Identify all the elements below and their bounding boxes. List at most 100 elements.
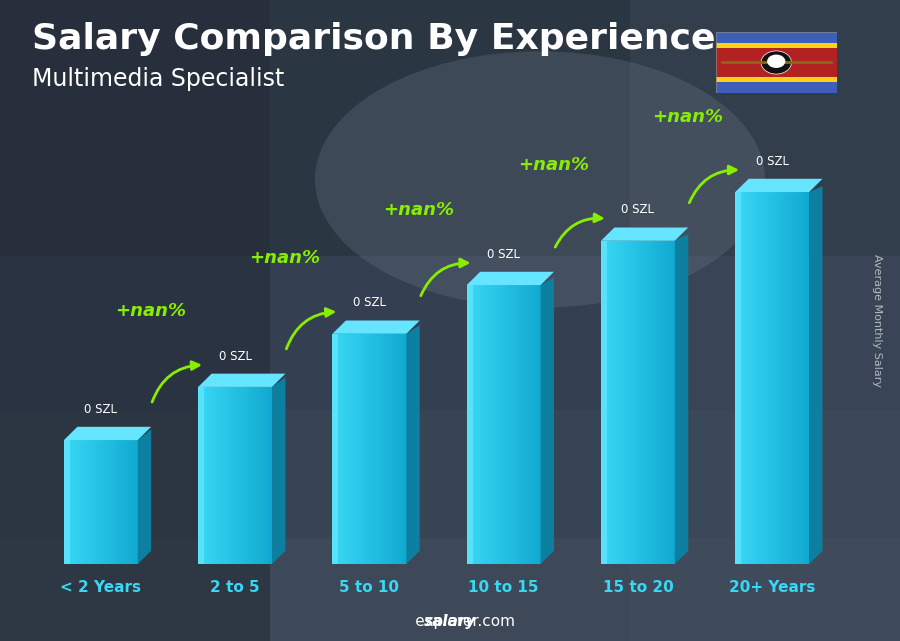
Bar — [113, 440, 116, 564]
Bar — [0, 474, 900, 487]
Bar — [242, 387, 245, 564]
Bar — [755, 192, 758, 564]
Text: +nan%: +nan% — [115, 303, 186, 320]
Bar — [0, 359, 900, 372]
Bar — [78, 440, 81, 564]
Bar — [0, 13, 900, 26]
Bar — [619, 241, 622, 564]
Bar — [492, 285, 495, 564]
Bar — [104, 440, 107, 564]
Bar — [134, 440, 136, 564]
Bar — [132, 440, 134, 564]
Bar — [537, 285, 539, 564]
Bar — [402, 334, 405, 564]
Bar — [645, 241, 647, 564]
Bar — [198, 387, 204, 564]
Bar — [623, 241, 626, 564]
Bar — [344, 334, 346, 564]
Bar — [215, 387, 217, 564]
Ellipse shape — [767, 54, 786, 68]
Bar — [390, 334, 392, 564]
Bar — [88, 440, 90, 564]
Bar — [103, 440, 104, 564]
Bar — [270, 387, 273, 564]
Bar — [237, 387, 239, 564]
Bar — [118, 440, 120, 564]
Bar — [629, 241, 631, 564]
Text: 0 SZL: 0 SZL — [85, 403, 117, 416]
Polygon shape — [541, 278, 554, 564]
Bar — [0, 167, 900, 179]
Text: 0 SZL: 0 SZL — [353, 296, 386, 310]
Bar — [0, 423, 900, 436]
Text: +nan%: +nan% — [249, 249, 320, 267]
Bar — [776, 192, 778, 564]
Bar — [384, 334, 386, 564]
Bar — [476, 285, 478, 564]
Ellipse shape — [761, 51, 791, 74]
Bar — [252, 387, 254, 564]
Bar — [0, 500, 900, 513]
Bar — [0, 615, 900, 628]
Bar — [332, 334, 338, 564]
Bar — [652, 241, 655, 564]
Bar — [0, 115, 900, 128]
Bar — [399, 334, 401, 564]
Bar — [513, 285, 515, 564]
Bar — [213, 387, 215, 564]
Bar — [716, 82, 837, 93]
Bar — [783, 192, 786, 564]
Bar — [261, 387, 263, 564]
Bar — [0, 64, 900, 77]
Bar — [256, 387, 257, 564]
Bar — [0, 628, 900, 641]
Bar — [349, 334, 351, 564]
Bar — [760, 192, 761, 564]
Polygon shape — [467, 272, 554, 285]
Bar — [603, 241, 605, 564]
Bar — [642, 241, 643, 564]
Text: +nan%: +nan% — [518, 156, 589, 174]
Bar — [651, 241, 652, 564]
Bar — [607, 241, 608, 564]
Bar — [0, 0, 900, 13]
Bar — [200, 387, 202, 564]
Polygon shape — [272, 377, 285, 564]
Bar — [806, 192, 807, 564]
Bar — [483, 285, 485, 564]
Bar — [217, 387, 219, 564]
Bar — [90, 440, 92, 564]
Text: 0 SZL: 0 SZL — [621, 203, 654, 217]
Bar — [790, 192, 793, 564]
Bar — [526, 285, 528, 564]
Bar — [369, 334, 372, 564]
Bar — [130, 440, 132, 564]
Bar — [767, 192, 769, 564]
Bar — [638, 241, 640, 564]
Text: Multimedia Specialist: Multimedia Specialist — [32, 67, 284, 91]
Bar — [364, 334, 366, 564]
Bar — [758, 192, 760, 564]
Bar — [94, 440, 95, 564]
Bar — [502, 285, 504, 564]
Bar — [129, 440, 130, 564]
Bar — [793, 192, 795, 564]
Bar — [772, 192, 774, 564]
Bar — [69, 440, 72, 564]
Bar — [640, 241, 642, 564]
Bar — [610, 241, 612, 564]
Bar — [360, 334, 363, 564]
Bar — [480, 285, 482, 564]
Bar — [535, 285, 537, 564]
Bar — [778, 192, 779, 564]
Bar — [226, 387, 228, 564]
Polygon shape — [406, 325, 419, 564]
Bar — [120, 440, 122, 564]
Bar — [741, 192, 742, 564]
Bar — [666, 241, 668, 564]
Bar — [235, 387, 238, 564]
Bar — [0, 295, 900, 308]
Bar — [64, 440, 66, 564]
Bar — [529, 285, 532, 564]
Bar — [807, 192, 809, 564]
